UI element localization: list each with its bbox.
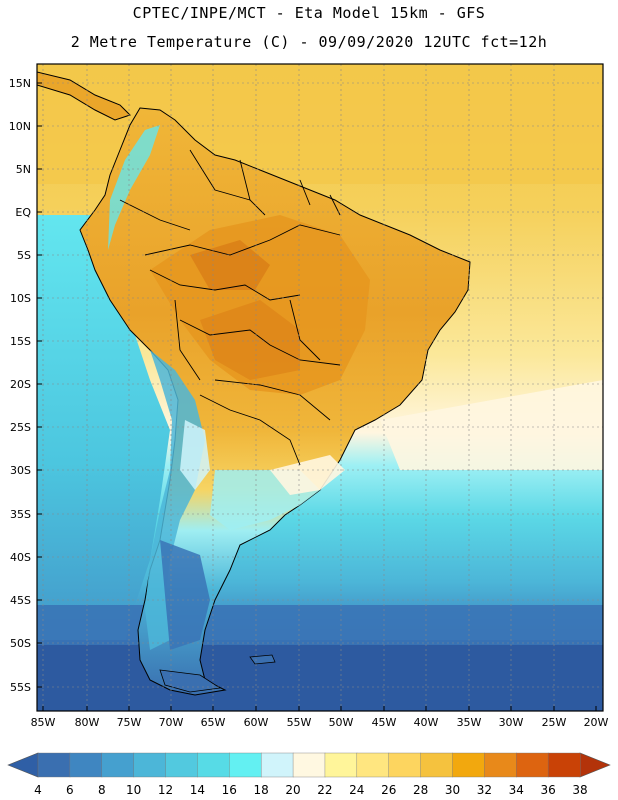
colorbar-swatch (420, 752, 453, 778)
colorbar-swatch (229, 752, 262, 778)
colorbar-label: 4 (34, 783, 42, 797)
lon-label: 40W (414, 716, 439, 729)
colorbar-swatch (547, 752, 581, 778)
lat-label: 55S (10, 681, 31, 694)
lon-label: 45W (372, 716, 397, 729)
lon-label: 35W (457, 716, 482, 729)
colorbar-left-arrow (7, 752, 39, 778)
subtropical-pale-field (380, 380, 603, 470)
lon-label: 65W (201, 716, 226, 729)
uruguay-pale (270, 455, 345, 495)
falkland-islands (249, 654, 276, 665)
colorbar-swatch (133, 752, 167, 778)
longitude-axis: 85W 80W 75W 70W 65W 60W 55W 50W 45W 40W … (31, 706, 609, 729)
colorbar-label: 14 (190, 783, 205, 797)
pacific-cool-field (37, 215, 170, 711)
colorbar-label: 32 (477, 783, 492, 797)
lat-label: 10N (9, 120, 31, 133)
lat-label: 10S (10, 292, 31, 305)
colorbar-label: 12 (158, 783, 173, 797)
latitude-axis: 15N 10N 5N EQ 5S 10S 15S 20S 25S 30S 35S… (9, 77, 42, 694)
lon-label: 25W (542, 716, 567, 729)
lon-label: 30W (499, 716, 524, 729)
lat-label: 20S (10, 378, 31, 391)
colorbar-label: 8 (98, 783, 106, 797)
country-borders (119, 149, 341, 466)
lat-label: 35S (10, 508, 31, 521)
colorbar-label: 6 (66, 783, 74, 797)
colorbar-label: 24 (349, 783, 364, 797)
map-field (37, 64, 603, 711)
lat-label: 15N (9, 77, 31, 90)
andes-north-cool (108, 125, 160, 250)
tierra-del-fuego (159, 669, 222, 693)
colorbar-label: 36 (540, 783, 555, 797)
colorbar-swatch (452, 752, 485, 778)
colorbar-swatch (37, 752, 71, 778)
central-hot-patch (200, 300, 300, 380)
colorbar-swatch (101, 752, 135, 778)
lat-label: 30S (10, 464, 31, 477)
lon-label: 55W (287, 716, 312, 729)
lat-label: 5N (16, 163, 31, 176)
colorbar-swatch (516, 752, 549, 778)
lon-label: 75W (117, 716, 142, 729)
colorbar-label: 22 (317, 783, 332, 797)
lon-label: 20W (584, 716, 609, 729)
southern-cold-band (37, 640, 603, 711)
central-america-land (37, 71, 131, 121)
colorbar-label: 10 (126, 783, 141, 797)
colorbar-swatch (69, 752, 103, 778)
colorbar-label: 38 (572, 783, 587, 797)
map-frame (36, 63, 604, 712)
colorbar-label: 28 (413, 783, 428, 797)
colorbar-swatch (165, 752, 198, 778)
colorbar-swatch (324, 752, 358, 778)
lat-label: 5S (17, 249, 31, 262)
hottest-patch (190, 240, 270, 290)
colorbar-swatch (197, 752, 230, 778)
colorbar-swatch (356, 752, 390, 778)
andes-snow-patch (180, 420, 210, 490)
colorbar: 4 6 8 10 12 14 16 18 20 22 24 26 28 30 32 34 36 38 (7, 752, 611, 797)
map-title-line1: CPTEC/INPE/MCT - Eta Model 15km - GFS (132, 4, 486, 22)
map-title-line2: 2 Metre Temperature (C) - 09/09/2020 12U… (70, 33, 548, 51)
lat-label: 40S (10, 551, 31, 564)
lat-label: 45S (10, 594, 31, 607)
southern-cool-band (37, 605, 603, 645)
lon-label: 60W (244, 716, 269, 729)
colorbar-label: 26 (381, 783, 396, 797)
lat-label: 25S (10, 421, 31, 434)
colorbar-label: 20 (285, 783, 300, 797)
colorbar-label: 34 (509, 783, 524, 797)
lat-label: 15S (10, 335, 31, 348)
colorbar-label: 18 (254, 783, 269, 797)
lon-label: 50W (329, 716, 354, 729)
colorbar-swatch (484, 752, 517, 778)
patagonia-cold (160, 540, 210, 650)
colorbar-swatch (260, 752, 294, 778)
lon-label: 70W (159, 716, 184, 729)
lon-label: 85W (31, 716, 56, 729)
colorbar-swatch (388, 752, 422, 778)
colorbar-label: 30 (445, 783, 460, 797)
graticule (37, 64, 603, 711)
colorbar-right-arrow (579, 752, 611, 778)
lon-label: 80W (75, 716, 100, 729)
lat-label: EQ (15, 206, 31, 219)
colorbar-swatch (292, 752, 326, 778)
lat-label: 50S (10, 637, 31, 650)
colorbar-label: 16 (222, 783, 237, 797)
